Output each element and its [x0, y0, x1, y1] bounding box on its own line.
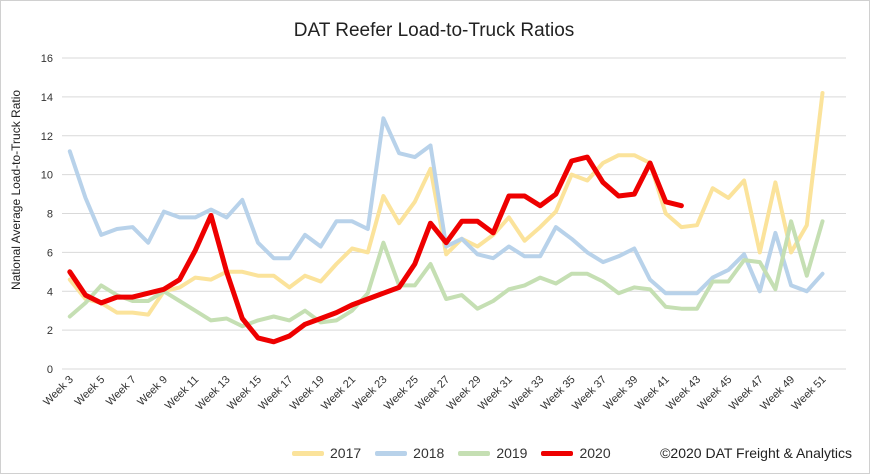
legend-item-2018: 2018 [375, 445, 444, 461]
legend-swatch [375, 450, 408, 456]
legend-item-2017: 2017 [292, 445, 361, 461]
legend-label: 2018 [413, 445, 445, 461]
y-tick-label: 0 [47, 364, 53, 376]
x-tick-label: Week 7 [104, 374, 139, 409]
x-tick-label: Week 3 [41, 374, 76, 409]
legend-label: 2019 [496, 445, 528, 461]
y-tick-label: 4 [47, 286, 53, 298]
legend-swatch [458, 450, 491, 456]
chart-title: DAT Reefer Load-to-Truck Ratios [293, 20, 575, 41]
x-tick-label: Week 5 [73, 374, 108, 409]
series-lines [67, 91, 825, 345]
legend-swatch [292, 450, 324, 456]
series-line-2020 [67, 154, 684, 345]
copyright-credit: ©2020 DAT Freight & Analytics [660, 445, 852, 461]
y-tick-label: 16 [41, 53, 53, 65]
legend-label: 2020 [579, 445, 611, 461]
series-line-2017 [67, 91, 825, 317]
legend-swatch [541, 450, 574, 456]
series-line-2019 [67, 219, 825, 329]
legend-item-2020: 2020 [541, 445, 611, 461]
y-tick-label: 14 [41, 92, 53, 104]
y-tick-label: 12 [41, 131, 53, 143]
legend: 2017 2018 2019 2020 [292, 445, 625, 461]
y-tick-label: 6 [47, 247, 53, 259]
y-tick-label: 10 [41, 170, 53, 182]
y-tick-labels: 0 2 4 6 8 10 12 14 16 [41, 53, 53, 376]
grid-lines [62, 57, 846, 370]
y-tick-label: 2 [47, 325, 53, 337]
x-tick-label: Week 51 [790, 374, 829, 413]
legend-label: 2017 [330, 445, 362, 461]
y-tick-label: 8 [47, 209, 53, 221]
legend-item-2019: 2019 [458, 445, 527, 461]
series-line-2018 [67, 116, 825, 296]
